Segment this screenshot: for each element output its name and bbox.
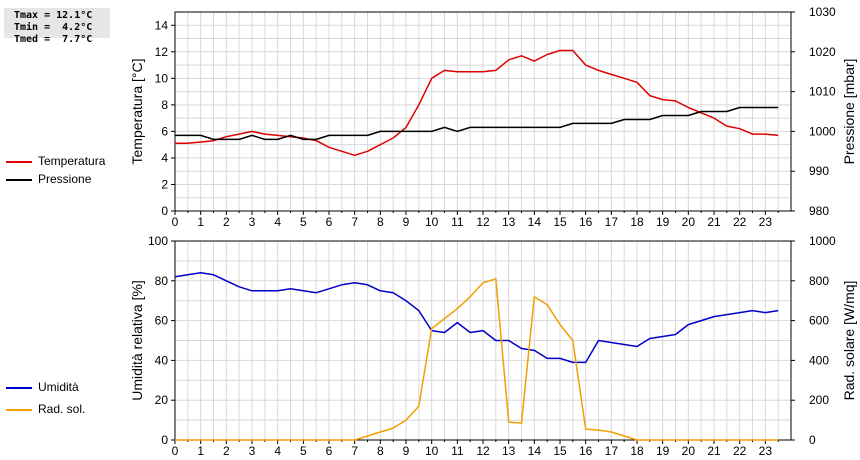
chart2-xtick-label: 15 bbox=[553, 444, 567, 458]
chart1-xtick-label: 17 bbox=[605, 215, 619, 229]
chart2-xtick-label: 4 bbox=[274, 444, 281, 458]
legend-swatch-pressione bbox=[6, 179, 32, 181]
chart1-xtick-label: 14 bbox=[528, 215, 542, 229]
stats-box: Tmax = 12.1°C Tmin = 4.2°C Tmed = 7.7°C bbox=[4, 8, 110, 45]
chart1-y2tick-label: 980 bbox=[809, 204, 829, 218]
chart2-ytick-label: 0 bbox=[161, 433, 168, 447]
chart1-y2tick-label: 1020 bbox=[809, 45, 836, 59]
chart2-xtick-label: 21 bbox=[707, 444, 721, 458]
legend-label-temperatura: Temperatura bbox=[38, 154, 106, 168]
legend-label-pressione: Pressione bbox=[38, 172, 92, 186]
chart2-xtick-label: 7 bbox=[351, 444, 358, 458]
chart1-xtick-label: 13 bbox=[502, 215, 516, 229]
chart1-xtick-label: 1 bbox=[197, 215, 204, 229]
chart2-xtick-label: 10 bbox=[425, 444, 439, 458]
chart1-y2tick-label: 990 bbox=[809, 164, 829, 178]
chart2-xtick-label: 16 bbox=[579, 444, 593, 458]
chart1-ylabel: Temperatura [°C] bbox=[129, 59, 145, 165]
legend-swatch-radsol bbox=[6, 409, 32, 411]
chart1-ytick-label: 6 bbox=[161, 124, 168, 138]
legend-label-umidita: Umidità bbox=[38, 380, 79, 394]
chart1-ytick-label: 10 bbox=[155, 71, 169, 85]
chart1-xtick-label: 18 bbox=[630, 215, 644, 229]
chart2-xtick-label: 13 bbox=[502, 444, 516, 458]
chart1-y2label: Pressione [mbar] bbox=[841, 59, 857, 165]
chart2-xtick-label: 1 bbox=[197, 444, 204, 458]
tmed-text: Tmed = 7.7°C bbox=[14, 34, 93, 45]
chart2-xtick-label: 5 bbox=[300, 444, 307, 458]
chart2-ytick-label: 100 bbox=[148, 234, 168, 248]
legend-swatch-umidita bbox=[6, 387, 32, 389]
chart2-y2tick-label: 1000 bbox=[809, 234, 836, 248]
chart1-xtick-label: 15 bbox=[553, 215, 567, 229]
chart1-ytick-label: 4 bbox=[161, 151, 168, 165]
chart1-xtick-label: 10 bbox=[425, 215, 439, 229]
chart1-xtick-label: 12 bbox=[476, 215, 490, 229]
chart2-xtick-label: 14 bbox=[528, 444, 542, 458]
chart1-y2tick-label: 1030 bbox=[809, 5, 836, 19]
chart2-xtick-label: 2 bbox=[223, 444, 230, 458]
chart1-ytick-label: 14 bbox=[155, 18, 169, 32]
chart2-ytick-label: 80 bbox=[155, 274, 169, 288]
chart2-xtick-label: 12 bbox=[476, 444, 490, 458]
chart1-xtick-label: 4 bbox=[274, 215, 281, 229]
chart2-y2tick-label: 0 bbox=[809, 433, 816, 447]
chart1-ytick-label: 0 bbox=[161, 204, 168, 218]
chart2-y2tick-label: 200 bbox=[809, 393, 829, 407]
chart2-series-umidit bbox=[174, 272, 779, 364]
chart1-xtick-label: 2 bbox=[223, 215, 230, 229]
chart2-ytick-label: 20 bbox=[155, 393, 169, 407]
chart1-xtick-label: 9 bbox=[403, 215, 410, 229]
chart1-series-pressione bbox=[175, 106, 779, 141]
chart1-xtick-label: 5 bbox=[300, 215, 307, 229]
chart1-xtick-label: 8 bbox=[377, 215, 384, 229]
chart1-xtick-label: 16 bbox=[579, 215, 593, 229]
chart1-xtick-label: 19 bbox=[656, 215, 670, 229]
chart1-xtick-label: 23 bbox=[759, 215, 773, 229]
chart2-y2tick-label: 600 bbox=[809, 314, 829, 328]
tmax-text: Tmax = 12.1°C bbox=[14, 10, 93, 21]
chart2-xtick-label: 23 bbox=[759, 444, 773, 458]
chart2-xtick-label: 8 bbox=[377, 444, 384, 458]
chart2-xtick-label: 19 bbox=[656, 444, 670, 458]
chart1-ytick-label: 12 bbox=[155, 45, 169, 59]
chart2-xtick-label: 9 bbox=[403, 444, 410, 458]
chart2-xtick-label: 11 bbox=[451, 444, 464, 458]
chart2-xtick-label: 20 bbox=[682, 444, 696, 458]
chart1-ytick-label: 8 bbox=[161, 98, 168, 112]
chart1-xtick-label: 3 bbox=[249, 215, 256, 229]
chart2-xtick-label: 6 bbox=[326, 444, 333, 458]
chart2-y2tick-label: 800 bbox=[809, 274, 829, 288]
chart1-xtick-label: 21 bbox=[707, 215, 721, 229]
chart1-xtick-label: 20 bbox=[682, 215, 696, 229]
legend-swatch-temperatura bbox=[6, 161, 32, 163]
chart1-xtick-label: 0 bbox=[172, 215, 179, 229]
chart1-series-temperatura bbox=[175, 49, 779, 157]
chart1-xtick-label: 11 bbox=[451, 215, 464, 229]
chart1-ytick-label: 2 bbox=[161, 177, 168, 191]
chart2-xtick-label: 0 bbox=[172, 444, 179, 458]
chart2-ylabel: Umidità relativa [%] bbox=[129, 280, 145, 401]
chart1-xtick-label: 22 bbox=[733, 215, 747, 229]
legend-label-radsol: Rad. sol. bbox=[38, 402, 86, 416]
chart1-xtick-label: 6 bbox=[326, 215, 333, 229]
chart2-y2label: Rad. solare [W/mq] bbox=[841, 281, 857, 401]
chart2-ytick-label: 40 bbox=[155, 353, 169, 367]
chart2-xtick-label: 17 bbox=[605, 444, 619, 458]
chart2-xtick-label: 3 bbox=[249, 444, 256, 458]
chart2-y2tick-label: 400 bbox=[809, 353, 829, 367]
chart2-xtick-label: 22 bbox=[733, 444, 747, 458]
chart2-xtick-label: 18 bbox=[630, 444, 644, 458]
chart2-series-rad-sol bbox=[175, 278, 779, 441]
chart1-y2tick-label: 1000 bbox=[809, 124, 836, 138]
chart1-xtick-label: 7 bbox=[351, 215, 358, 229]
tmin-text: Tmin = 4.2°C bbox=[14, 22, 93, 33]
chart2-ytick-label: 60 bbox=[155, 314, 169, 328]
chart1-y2tick-label: 1010 bbox=[809, 85, 836, 99]
